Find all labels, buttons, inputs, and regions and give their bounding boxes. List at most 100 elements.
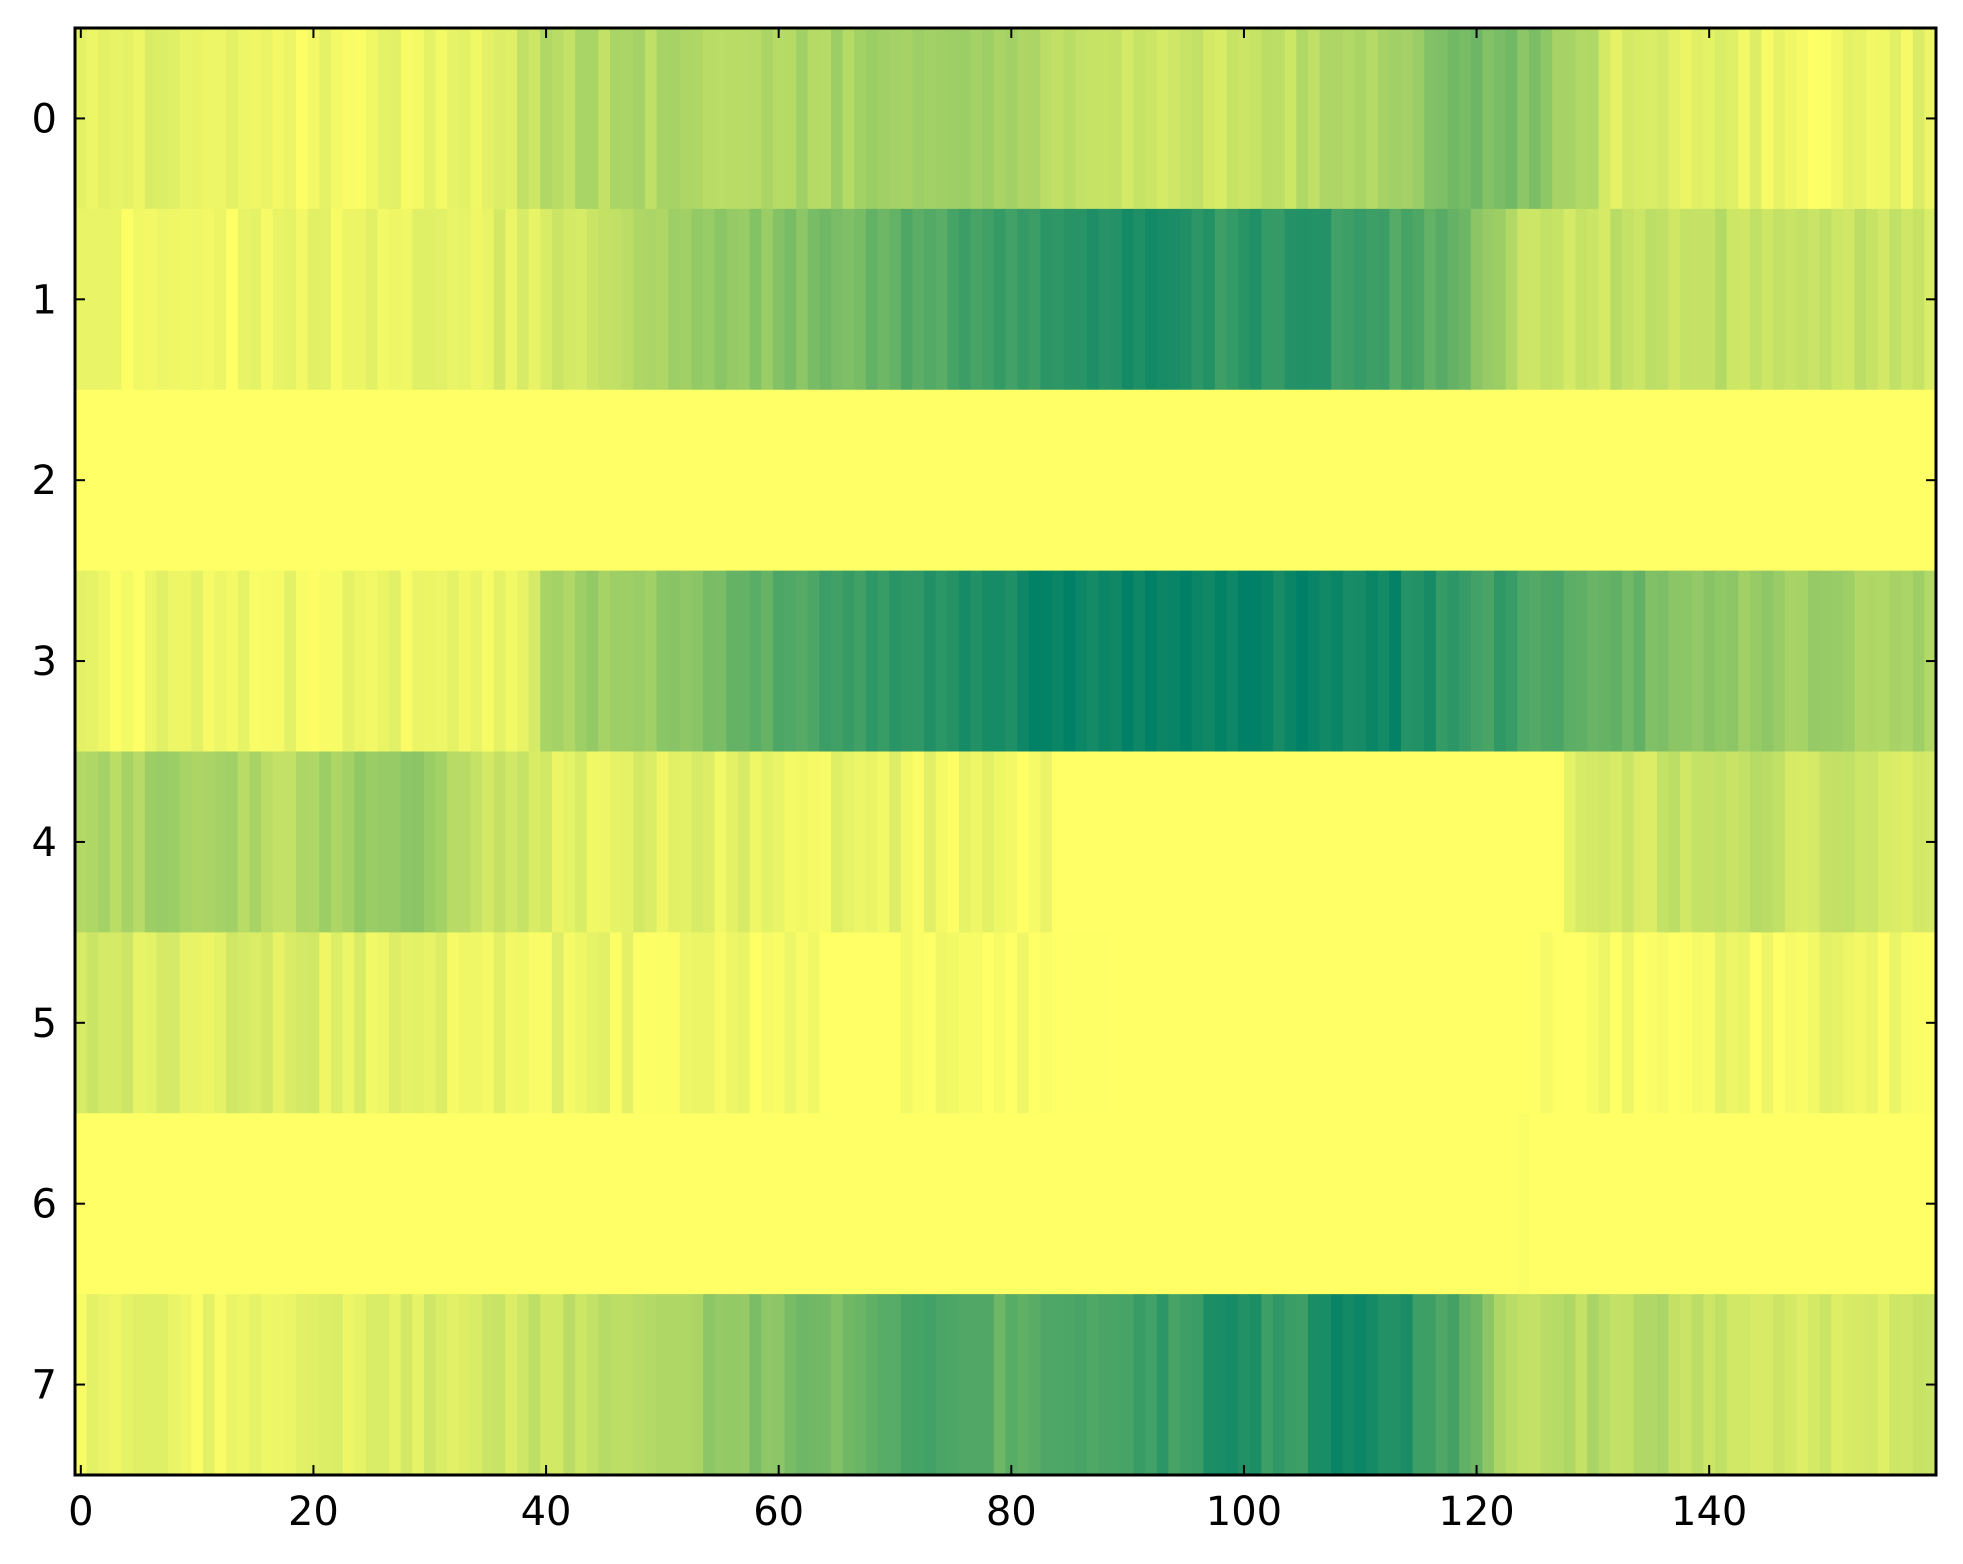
heatmap-cell xyxy=(714,570,727,753)
y-tick-label: 4 xyxy=(32,820,57,866)
heatmap-cell xyxy=(1691,1294,1704,1476)
heatmap-cell xyxy=(761,1294,774,1476)
heatmap-cell xyxy=(644,1113,658,1295)
heatmap-cell xyxy=(133,1113,146,1295)
x-tick-label: 0 xyxy=(68,1489,93,1535)
heatmap-cell xyxy=(1819,570,1832,753)
heatmap-cell xyxy=(621,1294,634,1476)
heatmap-cell xyxy=(1831,570,1844,753)
heatmap-cell xyxy=(586,389,599,572)
heatmap-cell xyxy=(679,208,693,391)
heatmap-cell xyxy=(1575,208,1588,391)
heatmap-cell xyxy=(1424,389,1437,572)
heatmap-cell xyxy=(435,208,448,391)
heatmap-cell xyxy=(109,28,123,210)
heatmap-cell xyxy=(935,751,948,933)
heatmap-cell xyxy=(1133,570,1146,753)
heatmap-cell xyxy=(1261,751,1274,933)
heatmap-cell xyxy=(1203,28,1216,210)
heatmap-cell xyxy=(1470,932,1483,1114)
heatmap-cell xyxy=(656,932,669,1114)
heatmap-cell xyxy=(610,751,623,933)
heatmap-cell xyxy=(1133,1294,1146,1476)
heatmap-cell xyxy=(482,932,495,1114)
heatmap-cell xyxy=(1214,389,1228,572)
heatmap-cell xyxy=(1901,932,1914,1114)
heatmap-cell xyxy=(1005,1113,1018,1295)
heatmap-cell xyxy=(1331,389,1344,572)
heatmap-cell xyxy=(1377,932,1390,1114)
heatmap-cell xyxy=(191,1113,204,1295)
heatmap-cell xyxy=(796,389,809,572)
heatmap-cell xyxy=(900,570,914,753)
heatmap-cell xyxy=(1459,1294,1472,1476)
heatmap-cell xyxy=(644,389,658,572)
heatmap-cell xyxy=(749,389,762,572)
heatmap-cell xyxy=(400,1113,413,1295)
heatmap-cell xyxy=(1435,208,1449,391)
heatmap-cell xyxy=(156,751,169,933)
heatmap-cell xyxy=(1494,932,1507,1114)
heatmap-cell xyxy=(400,28,413,210)
heatmap-cell xyxy=(1842,1113,1856,1295)
heatmap-cell xyxy=(1703,28,1716,210)
heatmap-cell xyxy=(703,208,716,391)
heatmap-cell xyxy=(98,1113,111,1295)
heatmap-cell xyxy=(551,1113,565,1295)
heatmap-cell xyxy=(377,389,390,572)
heatmap-cell xyxy=(924,1294,937,1476)
heatmap-cell xyxy=(726,208,739,391)
heatmap-cell xyxy=(1645,751,1658,933)
heatmap-cell xyxy=(610,932,623,1114)
heatmap-cell xyxy=(772,389,786,572)
heatmap-cell xyxy=(1819,208,1832,391)
heatmap-cell xyxy=(133,208,146,391)
heatmap-cell xyxy=(365,570,379,753)
heatmap-cell xyxy=(1552,389,1565,572)
heatmap-cell xyxy=(947,28,960,210)
heatmap-cell xyxy=(726,1113,739,1295)
heatmap-cell xyxy=(1854,389,1867,572)
heatmap-cell xyxy=(505,1294,518,1476)
heatmap-cell xyxy=(237,208,251,391)
heatmap-cell xyxy=(1784,1113,1798,1295)
heatmap-cell xyxy=(1715,932,1728,1114)
heatmap-cell xyxy=(1598,389,1611,572)
heatmap-cell xyxy=(365,28,379,210)
heatmap-cell xyxy=(703,389,716,572)
heatmap-cell xyxy=(1331,1294,1344,1476)
heatmap-cell xyxy=(1784,751,1798,933)
heatmap-cell xyxy=(482,751,495,933)
heatmap-cell xyxy=(703,1113,716,1295)
heatmap-cell xyxy=(1517,28,1530,210)
heatmap-cell xyxy=(1296,1113,1309,1295)
heatmap-cell xyxy=(191,1294,204,1476)
heatmap-cell xyxy=(831,1294,844,1476)
heatmap-cell xyxy=(1203,208,1216,391)
heatmap-cell xyxy=(737,208,751,391)
heatmap-cell xyxy=(1680,389,1693,572)
heatmap-cell xyxy=(1133,208,1146,391)
heatmap-cell xyxy=(1447,1113,1460,1295)
heatmap-cell xyxy=(505,932,518,1114)
heatmap-cell xyxy=(912,570,925,753)
heatmap-cell xyxy=(435,389,448,572)
heatmap-cell xyxy=(447,208,460,391)
heatmap-cell xyxy=(516,932,530,1114)
heatmap-cell xyxy=(1761,208,1774,391)
heatmap-cell xyxy=(691,570,704,753)
heatmap-cell xyxy=(1261,208,1274,391)
heatmap-cell xyxy=(121,389,134,572)
heatmap-cell xyxy=(342,932,355,1114)
heatmap-cell xyxy=(1086,208,1100,391)
heatmap-cell xyxy=(226,1113,239,1295)
heatmap-cells xyxy=(75,28,1937,1476)
heatmap-cell xyxy=(214,751,227,933)
heatmap-cell xyxy=(1656,28,1670,210)
heatmap-cell xyxy=(1901,389,1914,572)
heatmap-cell xyxy=(1435,1113,1449,1295)
heatmap-cell xyxy=(86,28,99,210)
heatmap-cell xyxy=(726,28,739,210)
heatmap-cell xyxy=(284,751,297,933)
heatmap-cell xyxy=(1086,570,1100,753)
